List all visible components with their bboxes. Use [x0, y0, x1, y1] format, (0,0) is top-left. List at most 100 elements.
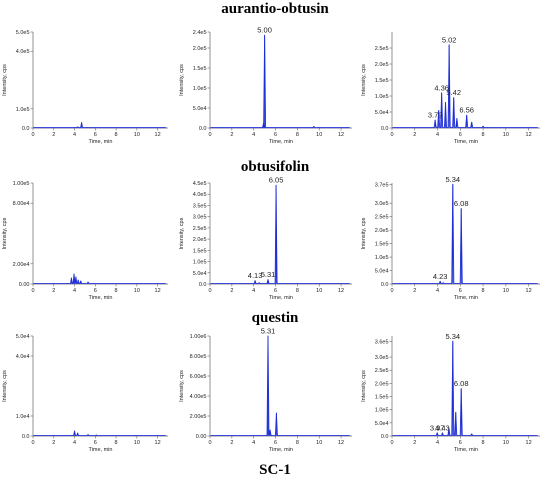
x-tick-label: 2 — [52, 132, 55, 138]
peak-label: 5.34 — [445, 175, 460, 184]
x-tick-label: 6 — [94, 132, 97, 138]
y-tick-label: 0.00 — [196, 434, 207, 440]
y-tick-label: 3.0e5 — [193, 215, 207, 221]
x-tick-label: 10 — [316, 132, 322, 138]
x-tick-label: 8 — [115, 132, 118, 138]
x-tick-label: 6 — [94, 440, 97, 446]
chromatogram-trace — [392, 44, 538, 129]
axis-lines — [209, 183, 352, 285]
y-tick-label: 1.0e5 — [375, 94, 389, 100]
x-tick-label: 4 — [73, 132, 76, 138]
y-tick-label: 2.00e5 — [190, 414, 207, 420]
chromatogram-trace — [210, 184, 350, 285]
x-tick-label: 4 — [436, 440, 439, 446]
y-tick-label: 8.00e5 — [190, 354, 207, 360]
y-tick-label: 4.0e5 — [16, 49, 30, 55]
y-tick-label: 1.5e5 — [375, 395, 389, 401]
x-tick-label: 2 — [413, 288, 416, 294]
chromatogram-panel-1: 0 2 4 6 8 10 12 0.0 1.0e5 4.0e5 5.0e5 Time, min Inte… — [2, 30, 168, 145]
y-tick-label: 1.5e5 — [375, 242, 389, 248]
x-tick-label: 2 — [52, 440, 55, 446]
y-tick-label: 5.0e4 — [16, 334, 30, 340]
peak-label: 4.23 — [433, 272, 448, 281]
x-tick-label: 0 — [208, 440, 211, 446]
y-tick-label: 0.0 — [199, 126, 207, 132]
x-tick-label: 8 — [115, 288, 118, 294]
section-title-aurantio-obtusin: aurantio-obtusin — [221, 1, 329, 17]
y-tick-label: 2.0e5 — [193, 237, 207, 243]
y-tick-label: 2.5e5 — [375, 46, 389, 52]
x-tick-label: 6 — [274, 132, 277, 138]
y-tick-label: 5.0e5 — [16, 30, 30, 36]
chromatogram-trace — [33, 273, 166, 285]
y-tick-label: 1.5e5 — [375, 78, 389, 84]
x-tick-label: 0 — [208, 132, 211, 138]
x-tick-label: 0 — [390, 440, 393, 446]
y-axis-title: Intensity, cps — [2, 370, 8, 402]
peak-label: 4.13 — [248, 271, 263, 280]
y-tick-label: 2.5e5 — [193, 226, 207, 232]
x-tick-label: 4 — [252, 132, 255, 138]
x-tick-label: 8 — [482, 288, 485, 294]
peak-label: 4.43 — [435, 423, 450, 432]
y-tick-label: 1.00e6 — [190, 334, 207, 340]
chromatogram-trace — [33, 430, 166, 437]
x-tick-label: 4 — [73, 288, 76, 294]
x-tick-label: 8 — [296, 440, 299, 446]
x-tick-label: 4 — [73, 440, 76, 446]
y-tick-label: 2.5e5 — [375, 215, 389, 221]
x-tick-label: 4 — [436, 132, 439, 138]
x-tick-label: 8 — [296, 288, 299, 294]
x-tick-label: 6 — [94, 288, 97, 294]
y-tick-label: 3.6e5 — [375, 339, 389, 345]
y-tick-label: 4.0e5 — [193, 192, 207, 198]
x-tick-label: 8 — [296, 132, 299, 138]
peak-label: 6.05 — [269, 176, 284, 185]
x-tick-label: 10 — [503, 440, 509, 446]
x-tick-label: 8 — [482, 440, 485, 446]
peak-label: 5.31 — [261, 270, 276, 279]
x-tick-label: 12 — [155, 440, 161, 446]
x-tick-label: 2 — [52, 288, 55, 294]
y-tick-label: 1.0e5 — [375, 408, 389, 414]
x-tick-label: 0 — [208, 288, 211, 294]
x-tick-label: 10 — [134, 288, 140, 294]
x-axis-title: Time, min — [269, 295, 293, 301]
y-tick-label: 0.00 — [19, 282, 30, 288]
x-tick-label: 0 — [390, 132, 393, 138]
x-axis-title: Time, min — [454, 295, 478, 301]
x-tick-label: 12 — [338, 288, 344, 294]
y-tick-label: 0.0 — [199, 282, 207, 288]
chromatogram-panel-7: 0 2 4 6 8 10 12 0.0 1.0e4 4.0e4 5.0e4 Time, min Inte… — [2, 334, 168, 453]
x-axis-title: Time, min — [269, 447, 293, 453]
x-tick-label: 2 — [413, 440, 416, 446]
y-tick-label: 1.0e5 — [16, 107, 30, 113]
x-tick-label: 6 — [459, 288, 462, 294]
y-tick-label: 4.0e4 — [16, 354, 30, 360]
x-tick-label: 8 — [115, 440, 118, 446]
x-axis-title: Time, min — [454, 447, 478, 453]
peak-label: 6.08 — [454, 379, 469, 388]
y-tick-label: 2.5e5 — [375, 368, 389, 374]
x-tick-label: 10 — [134, 132, 140, 138]
y-tick-label: 1.0e4 — [16, 414, 30, 420]
y-tick-label: 2.0e5 — [375, 381, 389, 387]
x-tick-label: 12 — [338, 440, 344, 446]
y-tick-label: 1.5e5 — [193, 248, 207, 254]
chromatogram-panel-9: 0 2 4 6 8 10 12 0.0 5.0e4 1.0e5 1.5e5 2.0e5 2.5e5 3.0… — [361, 332, 540, 453]
y-tick-label: 8.00e4 — [13, 201, 30, 207]
y-tick-label: 1.5e5 — [193, 66, 207, 72]
y-axis-title: Intensity, cps — [361, 64, 367, 96]
chromatogram-panel-3: 0 2 4 6 8 10 12 0.0 5.0e4 1.0e5 1.5e5 2.0e5 2.5e5 Tim… — [361, 32, 540, 145]
peak-label: 5.42 — [446, 88, 461, 97]
x-axis-title: Time, min — [269, 139, 293, 145]
x-tick-label: 0 — [390, 288, 393, 294]
y-tick-label: 0.0 — [22, 126, 30, 132]
chromatogram-trace — [33, 122, 166, 129]
peak-label: 3.79 — [428, 111, 443, 120]
axis-lines — [209, 32, 352, 129]
peak-label: 5.00 — [257, 26, 272, 35]
y-tick-label: 4.5e5 — [193, 181, 207, 187]
x-tick-label: 12 — [526, 132, 532, 138]
y-tick-label: 5.0e4 — [193, 106, 207, 112]
